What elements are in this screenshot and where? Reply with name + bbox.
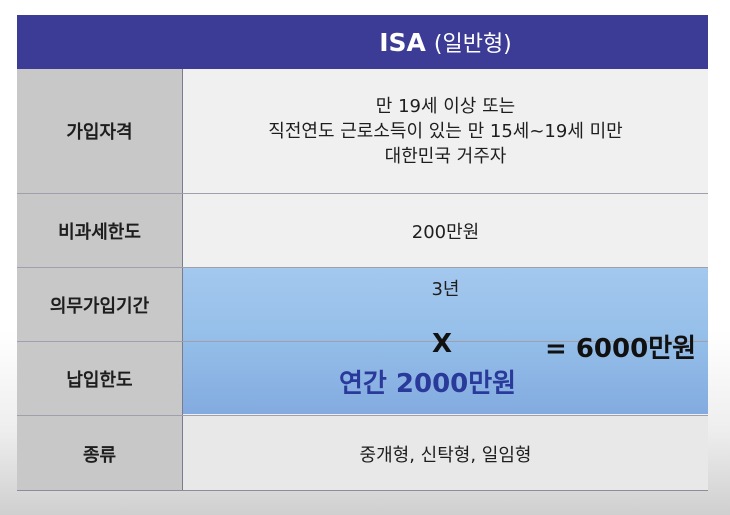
contribution-limit-value: 연간 2000만원 [339, 369, 517, 399]
row-label-types: 종류 [17, 416, 183, 491]
row-divider [17, 267, 708, 268]
isa-comparison-table: ISA (일반형) 가입자격 만 19세 이상 또는 직전연도 근로소득이 있는… [17, 15, 708, 491]
header-corner-cell [17, 15, 183, 69]
row-value-mandatory-period: 3년 [431, 279, 460, 300]
multiply-sign: X [432, 329, 453, 359]
header-title: ISA [379, 27, 426, 57]
row-value-tax-free-limit: 200만원 [183, 194, 708, 267]
row-divider [17, 341, 708, 342]
total-result: = 6000만원 [545, 334, 697, 364]
row-value-types: 중개형, 신탁형, 일임형 [183, 416, 708, 491]
table-header: ISA (일반형) [183, 15, 708, 69]
eligibility-line-1: 만 19세 이상 또는 [375, 95, 516, 117]
row-label-contribution-limit: 납입한도 [17, 342, 183, 415]
row-divider [17, 415, 708, 416]
eligibility-line-3: 대한민국 거주자 [384, 145, 507, 167]
row-label-eligibility: 가입자격 [17, 69, 183, 193]
row-divider [17, 193, 708, 194]
table-bottom-border [17, 490, 708, 491]
row-label-mandatory-period: 의무가입기간 [17, 268, 183, 341]
highlight-band [183, 267, 708, 414]
row-label-tax-free-limit: 비과세한도 [17, 194, 183, 267]
header-subtitle: (일반형) [433, 32, 512, 57]
row-value-eligibility: 만 19세 이상 또는 직전연도 근로소득이 있는 만 15세~19세 미만 대… [183, 69, 708, 193]
eligibility-line-2: 직전연도 근로소득이 있는 만 15세~19세 미만 [268, 120, 623, 142]
